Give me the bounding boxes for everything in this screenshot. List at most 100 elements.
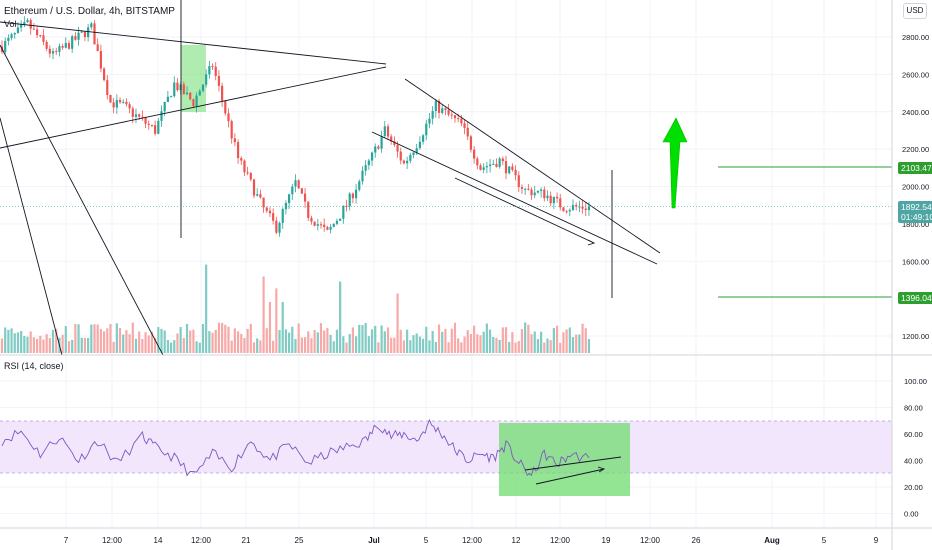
currency-button[interactable]: USD [903,3,927,19]
rsi-label[interactable]: RSI (14, close) [4,361,64,371]
volume-bar [268,302,272,353]
candle-body [48,48,51,54]
price-tick-label: 1600.00 [902,257,929,266]
candle-body [83,31,87,38]
volume-bar [469,333,473,353]
volume-bar [150,331,154,353]
volume-bar [533,331,536,353]
candle-body [552,196,555,204]
candle-body [463,123,466,128]
volume-bar [488,329,492,353]
time-tick-label: 12:00 [640,536,661,545]
volume-bar [361,325,364,353]
candle-body [431,110,434,119]
candle-body [112,102,115,108]
diagonal-line-2 [0,44,164,356]
candle-body [166,96,169,102]
time-tick-label: 12:00 [550,536,571,545]
triangle-upper-line [0,21,387,65]
candle-body [319,224,323,226]
volume-bar [246,328,249,353]
candle-body [29,20,32,29]
price-tick-label: 2800.00 [902,33,929,42]
volume-bar [485,323,488,353]
candle-body [307,201,310,218]
target-high-tag: 2103.47 [898,162,932,174]
price-tick-label: 1800.00 [902,220,929,229]
volume-bar [106,328,109,353]
candle-body [351,193,354,199]
volume-bar [479,335,482,353]
volume-bar [51,329,55,353]
volume-bar [511,332,514,353]
candle-body [169,96,173,98]
candle-body [102,68,106,81]
price-tick-label: 2000.00 [902,183,929,192]
volume-bar [460,342,463,353]
time-tick-label: 25 [295,536,304,545]
volume-bar [444,328,447,353]
trend-drawings[interactable] [0,0,892,485]
candle-body [575,205,578,207]
candle-body [233,138,236,143]
volume-bar [354,336,358,353]
volume-bar [377,342,380,353]
volume-bar [319,323,323,353]
volume-bar [138,331,141,353]
volume-bar [211,332,214,353]
volume-bar [329,334,332,353]
volume-bar [131,322,134,353]
volume-bar [581,323,584,353]
volume-bar [348,334,351,353]
candle-body [300,188,303,194]
candle-body [377,146,380,149]
candle-body [32,28,35,30]
candle-body [406,160,409,164]
symbol-title[interactable]: Ethereum / U.S. Dollar, 4h, BITSTAMP [4,6,175,17]
candle-body [294,180,297,187]
candle-body [578,206,581,208]
time-tick-label: Aug [764,536,780,545]
volume-bar [498,339,501,353]
volume-bar [370,329,374,353]
volume-bar [224,324,227,353]
candle-body [39,35,42,37]
countdown-value: 01:49:10 [901,212,932,222]
volume-bar [201,323,205,353]
candle-body [310,217,313,222]
candle-body [530,189,533,196]
candle-body [189,92,192,100]
candle-body [549,195,552,204]
candle-body [354,189,358,199]
candle-body [87,27,90,38]
volume-bar [179,327,182,353]
volume-bar [565,329,568,353]
volume-bar [0,338,4,353]
volume-bar [492,336,495,353]
candle-body [217,75,221,86]
rsi-trend-lower [535,468,605,485]
volume-bar [463,336,466,353]
candle-body [208,66,211,75]
volume-bar [115,323,118,353]
candle-body [504,161,508,174]
volume-bar [300,337,303,353]
candle-body [122,101,125,103]
candle-body [418,141,421,149]
time-tick-label: 12 [512,536,521,545]
volume-bar [217,322,221,353]
volume-bar [450,328,453,353]
candle-body [230,121,233,139]
volume-bar [26,336,29,353]
candle-body [90,23,93,28]
volume-bar [99,328,102,353]
candle-body [517,175,520,188]
volume-bar [291,326,294,353]
candle-body [565,211,568,213]
price-tick-label: 2400.00 [902,108,929,117]
candle-body [441,108,444,113]
volume-bar [10,328,13,353]
volume-bar [504,327,508,353]
volume-bar [568,327,571,353]
